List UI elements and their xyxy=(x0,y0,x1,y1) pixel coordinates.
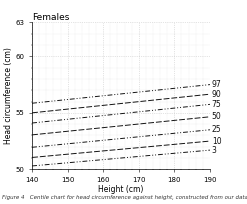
Text: 50: 50 xyxy=(212,112,222,121)
Text: 10: 10 xyxy=(212,136,221,146)
X-axis label: Height (cm): Height (cm) xyxy=(98,185,144,194)
Text: 75: 75 xyxy=(212,100,222,109)
Y-axis label: Head circumference (cm): Head circumference (cm) xyxy=(4,48,13,144)
Text: 90: 90 xyxy=(212,90,222,99)
Text: 25: 25 xyxy=(212,125,221,134)
Text: 97: 97 xyxy=(212,80,222,89)
Text: 3: 3 xyxy=(212,146,217,155)
Text: Females: Females xyxy=(32,13,69,22)
Text: Figure 4   Centile chart for head circumference against height, constructed from: Figure 4 Centile chart for head circumfe… xyxy=(2,195,247,200)
